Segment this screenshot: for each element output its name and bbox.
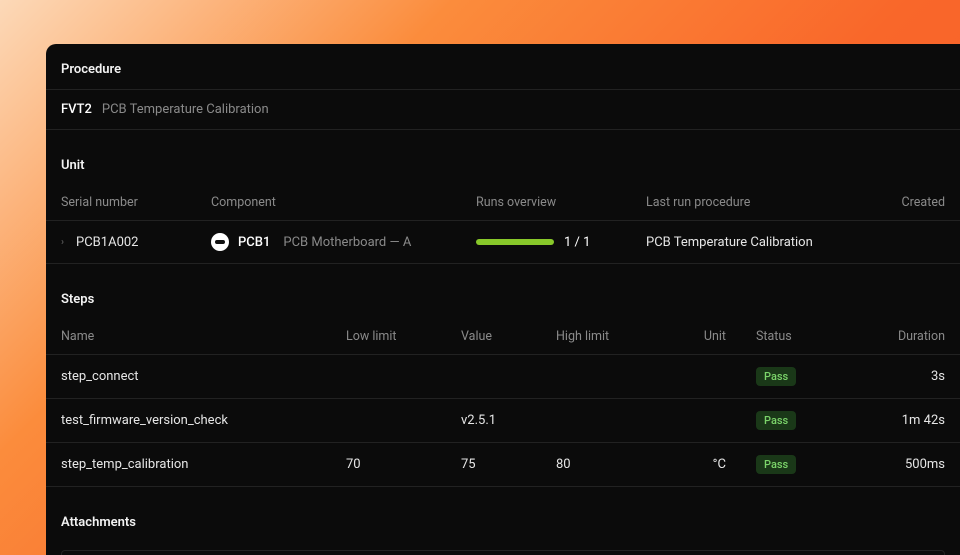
- step-low: [331, 355, 446, 399]
- step-value: [446, 355, 541, 399]
- steps-row[interactable]: test_firmware_version_check v2.5.1 Pass 1m …: [46, 399, 960, 443]
- unit-header-created: Created: [851, 185, 960, 221]
- step-name: step_temp_calibration: [46, 443, 331, 487]
- steps-header-row: Name Low limit Value High limit Unit Sta…: [46, 319, 960, 355]
- unit-row[interactable]: › PCB1A002 PCB1 PCB Motherboard — A: [46, 221, 960, 264]
- step-high: [541, 399, 656, 443]
- step-unit: [656, 355, 741, 399]
- chevron-right-icon[interactable]: ›: [61, 237, 64, 248]
- step-status: Pass: [741, 399, 851, 443]
- component-label: PCB1: [238, 235, 270, 250]
- steps-header-value: Value: [446, 319, 541, 355]
- procedure-section-title: Procedure: [46, 58, 960, 89]
- steps-row[interactable]: step_connect Pass 3s: [46, 355, 960, 399]
- steps-section-title: Steps: [46, 288, 960, 319]
- component-icon: [211, 233, 229, 251]
- steps-header-high: High limit: [541, 319, 656, 355]
- step-status: Pass: [741, 355, 851, 399]
- step-high: [541, 355, 656, 399]
- unit-header-runs: Runs overview: [461, 185, 631, 221]
- unit-header-component: Component: [196, 185, 461, 221]
- step-value: 75: [446, 443, 541, 487]
- steps-header-status: Status: [741, 319, 851, 355]
- unit-header-last-run: Last run procedure: [631, 185, 851, 221]
- procedure-panel: Procedure FVT2 PCB Temperature Calibrati…: [46, 44, 960, 555]
- component-description: PCB Motherboard — A: [283, 235, 411, 250]
- steps-header-low: Low limit: [331, 319, 446, 355]
- unit-table: Serial number Component Runs overview La…: [46, 185, 960, 264]
- step-duration: 1m 42s: [851, 399, 960, 443]
- unit-header-serial: Serial number: [46, 185, 196, 221]
- procedure-code: FVT2: [61, 102, 92, 117]
- status-badge: Pass: [756, 411, 796, 430]
- steps-table: Name Low limit Value High limit Unit Sta…: [46, 319, 960, 487]
- step-name: step_connect: [46, 355, 331, 399]
- unit-last-run: PCB Temperature Calibration: [631, 221, 851, 264]
- step-status: Pass: [741, 443, 851, 487]
- step-unit: [656, 399, 741, 443]
- unit-header-row: Serial number Component Runs overview La…: [46, 185, 960, 221]
- step-duration: 3s: [851, 355, 960, 399]
- status-badge: Pass: [756, 367, 796, 386]
- step-low: 70: [331, 443, 446, 487]
- step-unit: °C: [656, 443, 741, 487]
- unit-section-title: Unit: [46, 154, 960, 185]
- step-value: v2.5.1: [446, 399, 541, 443]
- procedure-name: PCB Temperature Calibration: [102, 102, 269, 117]
- step-duration: 500ms: [851, 443, 960, 487]
- unit-created: [851, 221, 960, 264]
- step-name: test_firmware_version_check: [46, 399, 331, 443]
- steps-header-name: Name: [46, 319, 331, 355]
- steps-header-duration: Duration: [851, 319, 960, 355]
- attachments-section-title: Attachments: [46, 511, 960, 542]
- steps-row[interactable]: step_temp_calibration707580°C Pass 500ms: [46, 443, 960, 487]
- attachments-dropzone[interactable]: [61, 550, 945, 555]
- step-low: [331, 399, 446, 443]
- status-badge: Pass: [756, 455, 796, 474]
- procedure-row[interactable]: FVT2 PCB Temperature Calibration: [46, 89, 960, 130]
- unit-serial: PCB1A002: [76, 235, 138, 250]
- runs-progress-bar: [476, 239, 554, 245]
- steps-header-unit: Unit: [656, 319, 741, 355]
- runs-count: 1 / 1: [564, 235, 590, 250]
- step-high: 80: [541, 443, 656, 487]
